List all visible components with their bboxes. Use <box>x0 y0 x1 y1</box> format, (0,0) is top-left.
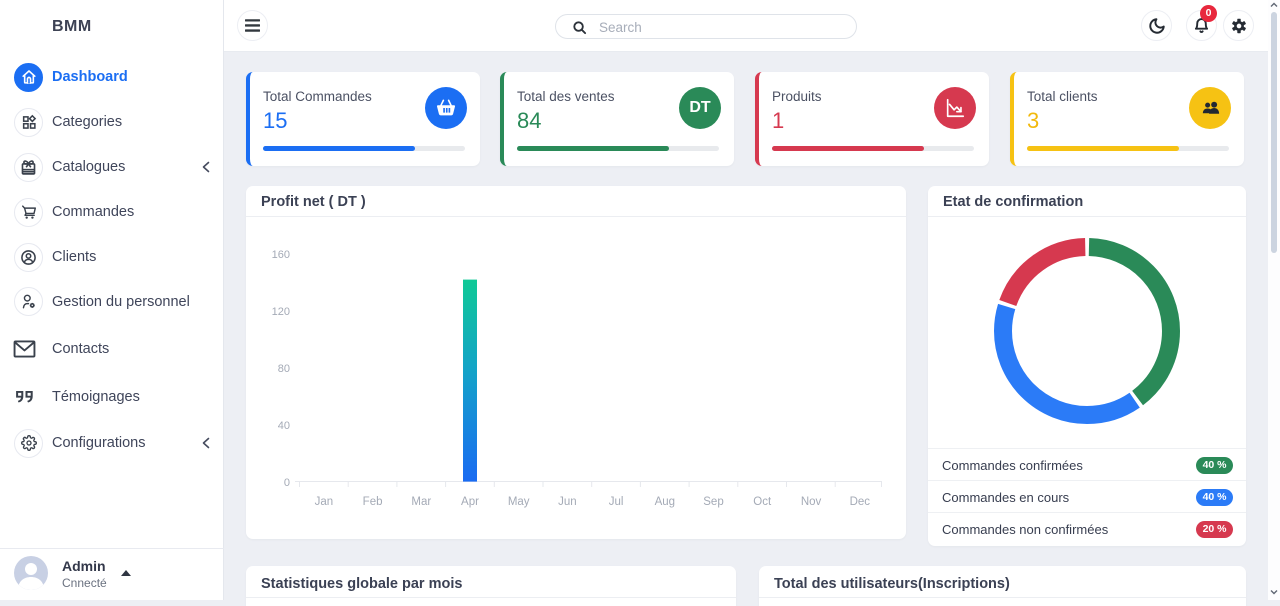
svg-text:Apr: Apr <box>461 496 479 508</box>
svg-text:Jul: Jul <box>609 496 624 508</box>
svg-text:160: 160 <box>272 249 290 261</box>
svg-text:Nov: Nov <box>801 496 822 508</box>
svg-text:80: 80 <box>278 363 290 375</box>
svg-text:40: 40 <box>278 420 290 432</box>
svg-text:Oct: Oct <box>753 496 772 508</box>
svg-text:May: May <box>508 496 530 508</box>
svg-text:Aug: Aug <box>655 496 675 508</box>
svg-text:120: 120 <box>272 306 290 318</box>
svg-text:Jan: Jan <box>315 496 334 508</box>
svg-text:Sep: Sep <box>703 496 723 508</box>
svg-text:Jun: Jun <box>558 496 577 508</box>
svg-text:Feb: Feb <box>363 496 383 508</box>
svg-text:Mar: Mar <box>411 496 431 508</box>
svg-text:0: 0 <box>284 477 290 489</box>
svg-text:Dec: Dec <box>850 496 871 508</box>
